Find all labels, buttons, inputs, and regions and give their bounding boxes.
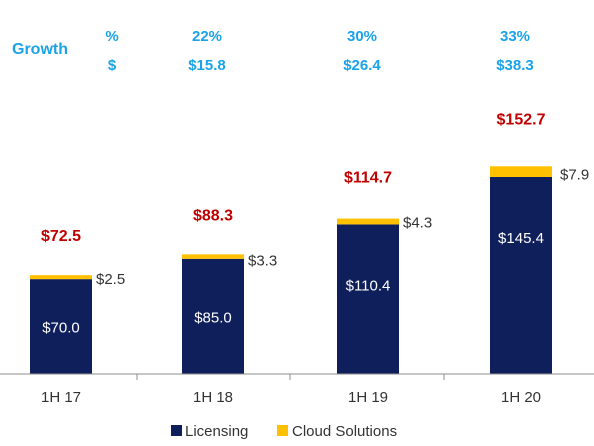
growth-header: Growth % $ 22% $15.8 30% $26.4 33% $38.3 [12,28,534,74]
bar-licensing [490,176,552,374]
cloud-value-label: $4.3 [403,215,432,232]
growth-pct-value: 22% [192,28,222,45]
growth-columns: 22% $15.8 30% $26.4 33% $38.3 [188,28,534,74]
bar-licensing [182,258,244,374]
bar-cloud-solutions [337,218,399,225]
x-tick-label: 1H 20 [501,389,541,406]
total-value-label: $152.7 [497,111,546,128]
licensing-value-label: $145.4 [498,230,544,247]
cloud-value-label: $3.3 [248,252,277,269]
legend-swatch-cloud-solutions [277,425,288,436]
growth-pct-value: 33% [500,28,530,45]
bar-licensing [337,224,399,374]
x-tick-label: 1H 17 [41,389,81,406]
bar-cloud-solutions [182,254,244,259]
total-value-label: $114.7 [344,170,392,187]
bar-labels: $70.0 $2.5 $72.5 $85.0 $3.3 $88.3 $110.4 $4.3 $1… [41,111,589,336]
legend-swatch-licensing [171,425,182,436]
total-value-label: $88.3 [193,207,233,224]
x-tick-label: 1H 19 [348,389,388,406]
growth-pct-symbol: % [105,28,118,45]
licensing-value-label: $110.4 [346,277,391,294]
growth-dollar-value: $26.4 [343,57,381,74]
x-ticks: 1H 17 1H 18 1H 19 1H 20 [41,374,541,406]
x-tick-label: 1H 18 [193,389,233,406]
growth-dollar-symbol: $ [108,57,117,74]
cloud-value-label: $7.9 [560,166,589,183]
bars [30,166,552,374]
growth-pct-value: 30% [347,28,377,45]
bar-cloud-solutions [30,275,92,280]
growth-dollar-value: $15.8 [188,57,226,74]
legend: Licensing Cloud Solutions [171,423,397,440]
bar-licensing [30,279,92,374]
legend-label-cloud-solutions: Cloud Solutions [292,423,397,440]
growth-dollar-value: $38.3 [496,57,534,74]
legend-label-licensing: Licensing [185,423,248,440]
cloud-value-label: $2.5 [96,271,125,288]
bar-cloud-solutions [490,166,552,177]
growth-label: Growth [12,41,68,58]
licensing-value-label: $70.0 [42,320,80,337]
licensing-value-label: $85.0 [194,309,232,326]
total-value-label: $72.5 [41,228,81,245]
